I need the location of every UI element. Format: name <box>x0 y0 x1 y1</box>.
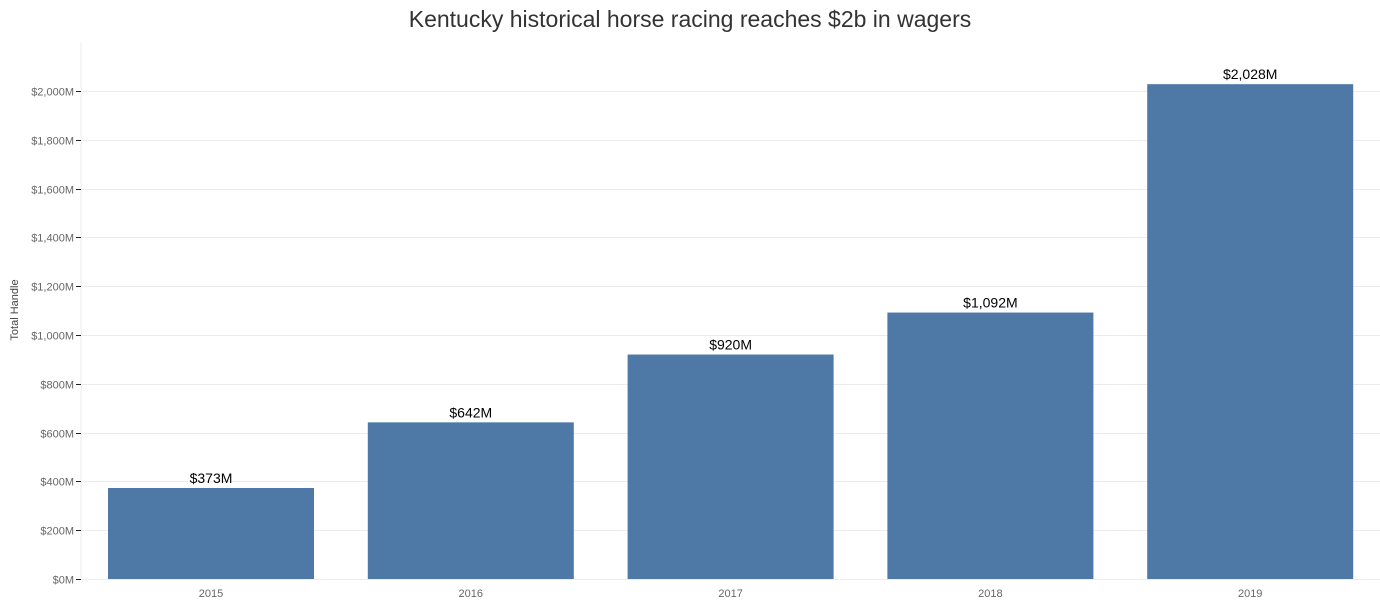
x-tick-label: 2018 <box>978 588 1002 600</box>
bar-2019 <box>1147 84 1354 579</box>
y-tick-label: $400M <box>40 477 74 489</box>
y-tick-label: $0M <box>53 575 74 587</box>
bar-2017 <box>627 354 834 579</box>
y-tick-label: $200M <box>40 526 74 538</box>
bar-layer <box>108 84 1354 579</box>
data-label: $920M <box>709 337 752 353</box>
y-tick-label: $800M <box>40 380 74 392</box>
x-tick-label: 2019 <box>1238 588 1262 600</box>
y-tick-label: $1,200M <box>31 282 74 294</box>
data-label: $642M <box>449 404 492 420</box>
data-label: $2,028M <box>1223 66 1277 82</box>
x-tick-label: 2015 <box>199 588 223 600</box>
y-tick-label: $1,400M <box>31 233 74 245</box>
y-tick-label: $2,000M <box>31 87 74 99</box>
y-tick-label: $1,600M <box>31 185 74 197</box>
bar-2016 <box>367 422 574 579</box>
axis-layer: $0M $200M $400M $600M $800M $1,000M $1,200M $1,… <box>31 42 82 587</box>
y-axis-title: Total Handle <box>9 279 21 340</box>
data-label: $373M <box>190 470 233 486</box>
y-tick-label: $600M <box>40 429 74 441</box>
bar-2015 <box>108 487 314 579</box>
y-tick-label: $1,800M <box>31 136 74 148</box>
y-tick-label: $1,000M <box>31 331 74 343</box>
label-layer: $373M 2015 $642M 2016 $920M 2017 $1,092M 2018 $2… <box>190 66 1278 600</box>
data-label: $1,092M <box>963 295 1017 311</box>
x-tick-label: 2017 <box>718 588 742 600</box>
chart-title: Kentucky historical horse racing reaches… <box>408 6 972 32</box>
x-tick-label: 2016 <box>459 588 483 600</box>
bar-2018 <box>887 312 1094 579</box>
